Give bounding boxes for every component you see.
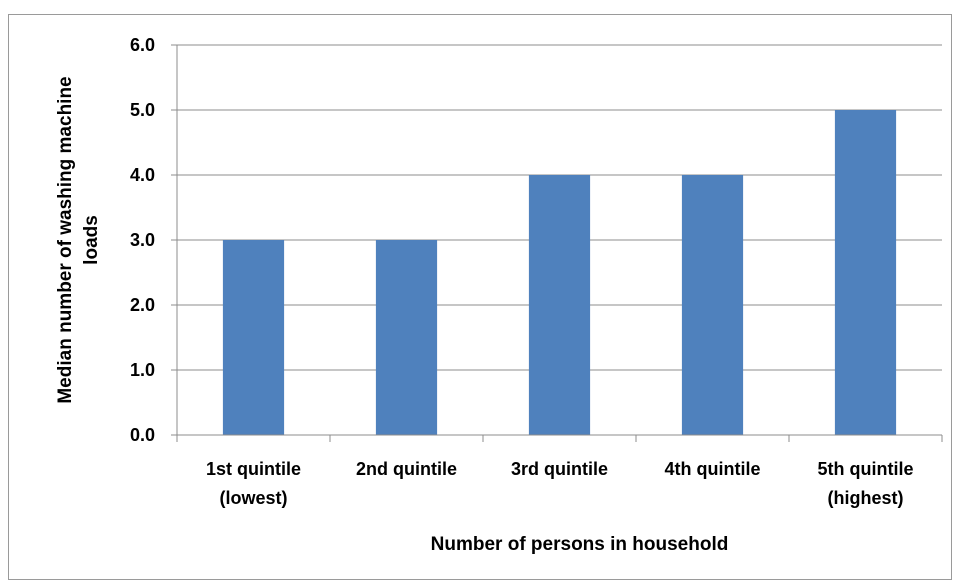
gridlines (177, 44, 942, 371)
x-tick-label-line: (highest) (828, 488, 904, 508)
bars (222, 110, 897, 435)
bar (681, 175, 744, 435)
x-tick-label: 2nd quintile (356, 459, 457, 479)
y-tick-label: 0.0 (130, 425, 155, 445)
y-tick-label: 4.0 (130, 165, 155, 185)
x-tick-label-line: 5th quintile (818, 459, 914, 479)
y-axis-title: Median number of washing machine loads (55, 76, 102, 403)
x-tick-label: 5th quintile (highest) (818, 459, 914, 508)
y-axis-title-line: loads (81, 215, 102, 265)
bar (222, 240, 285, 435)
x-tick-labels: 1st quintile (lowest) 2nd quintile 3rd quin… (206, 459, 914, 508)
chart-frame (8, 14, 952, 580)
x-tick-label-line: 2nd quintile (356, 459, 457, 479)
y-tick-label: 6.0 (130, 35, 155, 55)
y-tick-label: 5.0 (130, 100, 155, 120)
x-tick-label: 4th quintile (665, 459, 761, 479)
bar (375, 240, 438, 435)
x-axis-title: Number of persons in household (431, 534, 729, 555)
y-axis-title-line: Median number of washing machine (55, 76, 76, 403)
y-tick-labels: 0.0 1.0 2.0 3.0 4.0 5.0 6.0 (130, 35, 155, 445)
y-tick-label: 1.0 (130, 360, 155, 380)
axes (171, 44, 943, 442)
x-tick-label-line: 4th quintile (665, 459, 761, 479)
x-tick-label-line: 3rd quintile (511, 459, 608, 479)
y-tick-label: 2.0 (130, 295, 155, 315)
x-tick-label-line: (lowest) (219, 488, 287, 508)
y-tick-label: 3.0 (130, 230, 155, 250)
x-tick-label-line: 1st quintile (206, 459, 301, 479)
x-tick-label: 1st quintile (lowest) (206, 459, 301, 508)
x-tick-label: 3rd quintile (511, 459, 608, 479)
bar (834, 110, 897, 435)
bar (528, 175, 591, 435)
